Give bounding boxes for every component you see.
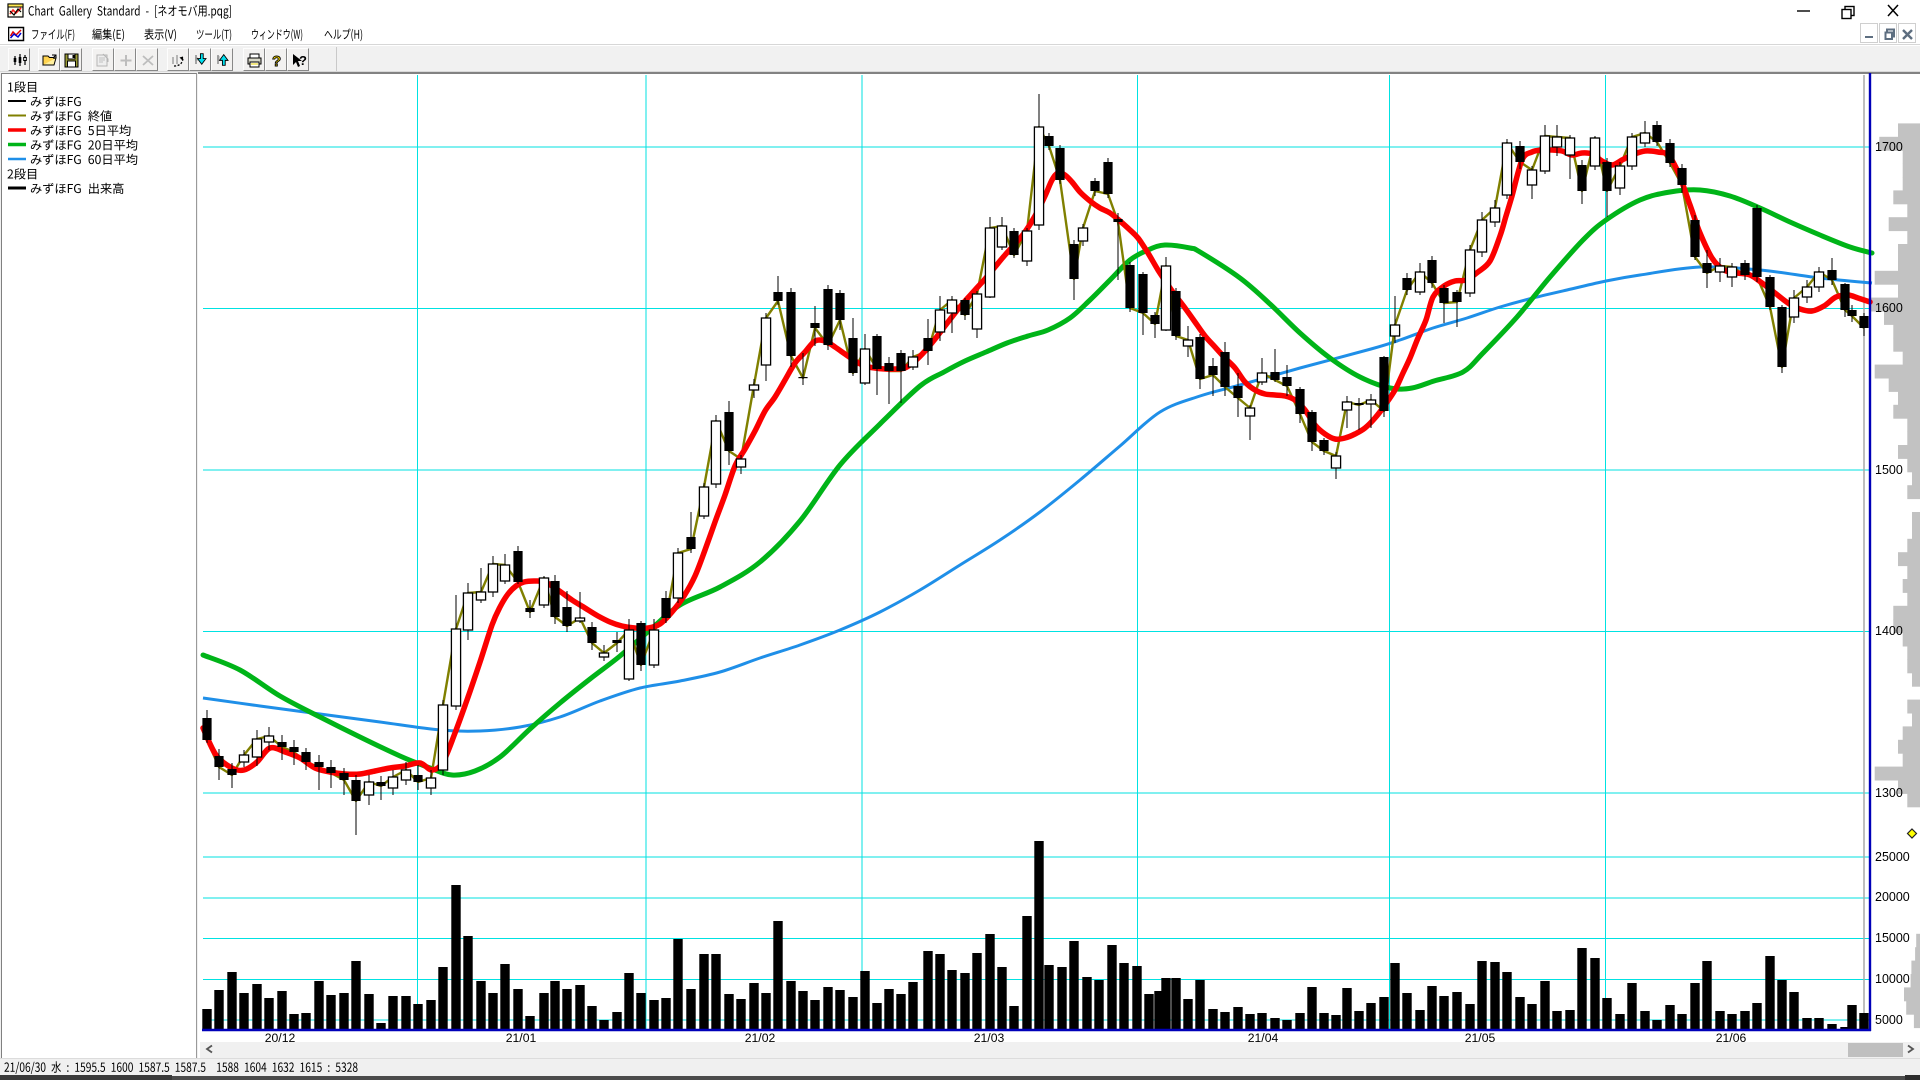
svg-text:?: ?	[299, 53, 307, 68]
svg-text:?: ?	[272, 53, 281, 69]
